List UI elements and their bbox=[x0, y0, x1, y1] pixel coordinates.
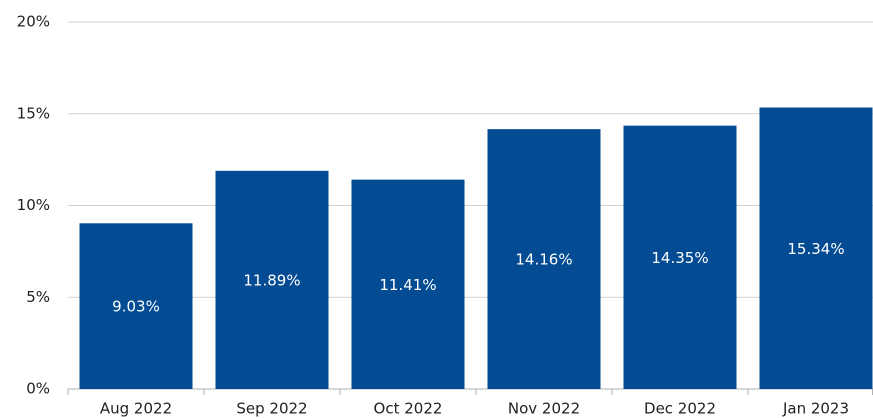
value-label: 11.89% bbox=[243, 271, 300, 289]
value-label: 9.03% bbox=[112, 298, 160, 316]
x-tick-label: Sep 2022 bbox=[236, 400, 307, 418]
value-label: 15.34% bbox=[787, 240, 844, 258]
y-tick-label: 20% bbox=[17, 13, 50, 31]
bar bbox=[623, 125, 737, 390]
value-label: 14.35% bbox=[651, 249, 708, 267]
x-tick-label: Jan 2023 bbox=[782, 400, 849, 418]
value-label: 14.16% bbox=[515, 251, 572, 269]
x-tick-label: Oct 2022 bbox=[374, 400, 443, 418]
y-tick-label: 10% bbox=[17, 196, 50, 214]
bar bbox=[351, 179, 465, 389]
y-tick-label: 5% bbox=[26, 288, 50, 306]
bar bbox=[759, 107, 873, 390]
bar bbox=[215, 170, 329, 389]
y-tick-label: 15% bbox=[17, 104, 50, 122]
x-tick-label: Aug 2022 bbox=[100, 400, 172, 418]
y-tick-label: 0% bbox=[26, 380, 50, 398]
bar bbox=[79, 223, 193, 389]
value-label: 11.41% bbox=[379, 276, 436, 294]
x-tick-label: Nov 2022 bbox=[508, 400, 580, 418]
x-tick-label: Dec 2022 bbox=[644, 400, 716, 418]
bar bbox=[487, 129, 601, 389]
